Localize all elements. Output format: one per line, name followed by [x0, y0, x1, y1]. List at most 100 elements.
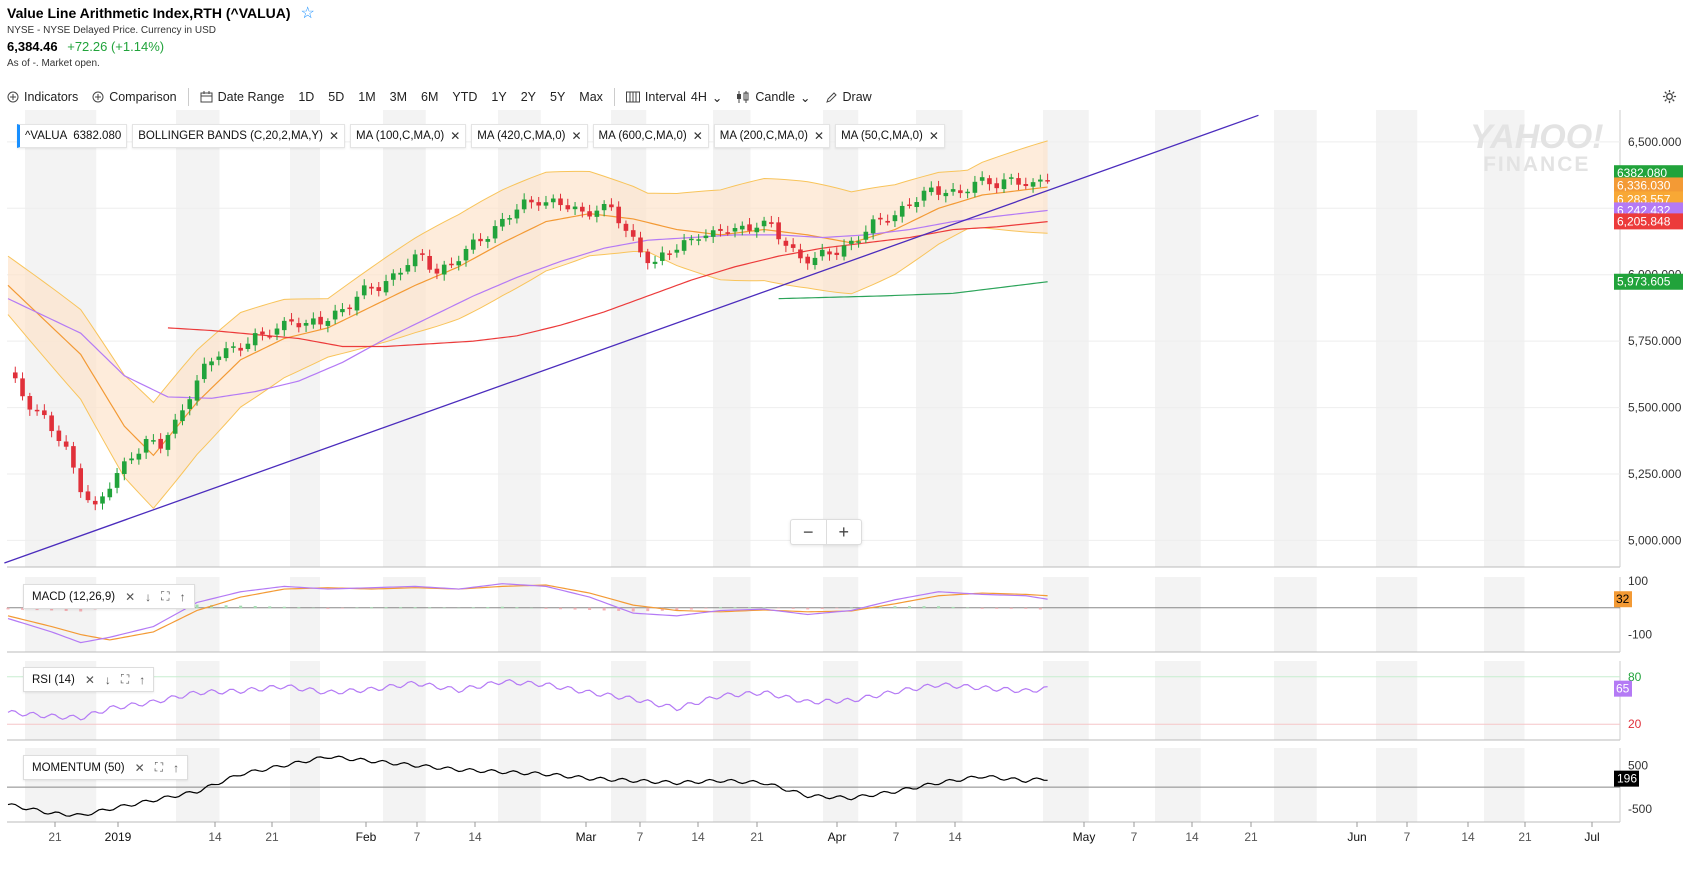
- arrow-up-icon[interactable]: ↑: [179, 589, 186, 604]
- range-1m[interactable]: 1M: [358, 90, 376, 104]
- macd-histogram-bar: [588, 607, 592, 610]
- range-5y[interactable]: 5Y: [550, 90, 566, 104]
- candle-body: [558, 198, 563, 206]
- x-tick-label: 14: [468, 830, 482, 844]
- range-1d[interactable]: 1D: [298, 90, 315, 104]
- candle-body: [863, 231, 869, 240]
- range-1y[interactable]: 1Y: [491, 90, 507, 104]
- price-tag-label: 5,973.605: [1617, 275, 1671, 289]
- candle-body: [689, 238, 694, 241]
- candle-body: [565, 205, 571, 210]
- arrow-down-icon[interactable]: ↓: [145, 589, 152, 604]
- macd-histogram-bar: [253, 606, 257, 609]
- y-tick-label: -100: [1628, 628, 1652, 642]
- x-tick-label: 7: [1131, 830, 1138, 844]
- legend-symbol[interactable]: ^VALUA 6382.080: [17, 124, 128, 148]
- candle-body: [158, 438, 163, 449]
- candle-body: [332, 310, 338, 320]
- macd-histogram-bar: [239, 605, 243, 609]
- candle-body: [441, 264, 447, 275]
- expand-icon[interactable]: ⛶: [154, 760, 164, 774]
- candle-body: [856, 241, 861, 243]
- arrow-up-icon[interactable]: ↑: [173, 760, 180, 775]
- macd-histogram-bar: [835, 607, 839, 609]
- macd-histogram-bar: [791, 607, 795, 609]
- close-icon[interactable]: ✕: [134, 760, 145, 775]
- arrow-up-icon[interactable]: ↑: [139, 672, 146, 687]
- expand-icon[interactable]: ⛶: [120, 672, 130, 686]
- zoom-out-button[interactable]: −: [791, 520, 827, 544]
- rsi-last-tag: [1614, 680, 1632, 697]
- bollinger-lower-line: [7, 227, 1048, 510]
- legend-ma-600[interactable]: MA (600,C,MA,0) ✕: [592, 124, 709, 148]
- candle-body: [383, 281, 389, 293]
- week-shade-band: [1274, 661, 1317, 740]
- range-5d[interactable]: 5D: [328, 90, 345, 104]
- close-icon[interactable]: ✕: [692, 129, 703, 143]
- candle-body: [238, 347, 243, 351]
- arrow-down-icon[interactable]: ↓: [104, 672, 111, 687]
- close-icon[interactable]: ✕: [125, 589, 136, 604]
- candle-body: [449, 263, 454, 266]
- range-2y[interactable]: 2Y: [520, 90, 536, 104]
- ma-red-line: [167, 220, 1048, 348]
- macd-histogram-bar: [64, 607, 68, 611]
- legend-label: MA (100,C,MA,0): [356, 130, 445, 142]
- y-tick-label: 80: [1628, 670, 1642, 684]
- candle-body: [529, 199, 534, 203]
- macd-histogram-bar: [806, 607, 810, 610]
- week-shade-band: [713, 110, 751, 567]
- legend-ma-50[interactable]: MA (50,C,MA,0) ✕: [835, 124, 945, 148]
- macd-histogram-bar: [399, 607, 403, 609]
- range-max[interactable]: Max: [579, 90, 603, 104]
- range-6m[interactable]: 6M: [421, 90, 439, 104]
- zoom-in-button[interactable]: +: [838, 521, 849, 542]
- macd-histogram-bar: [224, 605, 228, 609]
- legend-label: MA (420,C,MA,0): [477, 130, 566, 142]
- interval-dropdown[interactable]: Interval 4H ⌄: [619, 90, 729, 105]
- legend-bollinger[interactable]: BOLLINGER BANDS (C,20,2,MA,Y) ✕: [132, 124, 345, 148]
- close-icon[interactable]: ✕: [450, 129, 461, 143]
- close-icon[interactable]: ✕: [328, 129, 339, 143]
- candle-body: [391, 273, 396, 280]
- interval-label: Interval: [644, 90, 686, 104]
- close-icon[interactable]: ✕: [84, 672, 95, 687]
- x-tick-label: 7: [637, 830, 644, 844]
- macd-histogram-bar: [457, 607, 461, 609]
- legend-ma-420[interactable]: MA (420,C,MA,0) ✕: [471, 124, 588, 148]
- gear-icon[interactable]: [1662, 89, 1677, 104]
- chart-canvas[interactable]: 5,000.0005,250.0005,500.0005,750.0006,00…: [0, 110, 1683, 869]
- candle-body: [870, 219, 876, 234]
- comparison-button[interactable]: Comparison: [85, 90, 183, 104]
- macd-histogram-bar: [282, 606, 286, 609]
- watchlist-star-icon[interactable]: ☆: [300, 5, 315, 22]
- legend-ma-200[interactable]: MA (200,C,MA,0) ✕: [713, 124, 831, 148]
- candle-body: [122, 461, 127, 475]
- date-range-button[interactable]: Date Range: [193, 90, 292, 104]
- legend-label: MA (200,C,MA,0): [719, 130, 808, 142]
- close-icon[interactable]: ✕: [571, 129, 582, 143]
- macd-histogram-bar: [268, 606, 272, 609]
- candle-body: [318, 316, 323, 325]
- draw-button[interactable]: Draw: [818, 90, 879, 104]
- macd-title: MACD (12,26,9): [32, 590, 116, 603]
- indicator-legend: ^VALUA 6382.080 BOLLINGER BANDS (C,20,2,…: [17, 124, 945, 148]
- close-icon[interactable]: ✕: [814, 129, 825, 143]
- candle-body: [681, 240, 687, 251]
- chevron-down-icon: ⌄: [711, 90, 723, 105]
- close-icon[interactable]: ✕: [928, 129, 939, 143]
- chart-type-dropdown[interactable]: Candle ⌄: [729, 90, 817, 105]
- legend-ma-100[interactable]: MA (100,C,MA,0) ✕: [350, 124, 467, 148]
- candle-body: [550, 198, 556, 203]
- range-ytd[interactable]: YTD: [452, 90, 478, 104]
- macd-histogram-bar: [617, 607, 621, 611]
- candle-body: [303, 323, 309, 326]
- expand-icon[interactable]: ⛶: [161, 589, 170, 603]
- week-shade-band: [498, 748, 541, 822]
- indicators-button[interactable]: Indicators: [0, 90, 85, 104]
- week-shade-band: [1155, 748, 1201, 822]
- candle-body: [267, 336, 273, 338]
- macd-histogram-bar: [515, 607, 519, 609]
- candle-body: [928, 187, 934, 193]
- range-3m[interactable]: 3M: [389, 90, 408, 104]
